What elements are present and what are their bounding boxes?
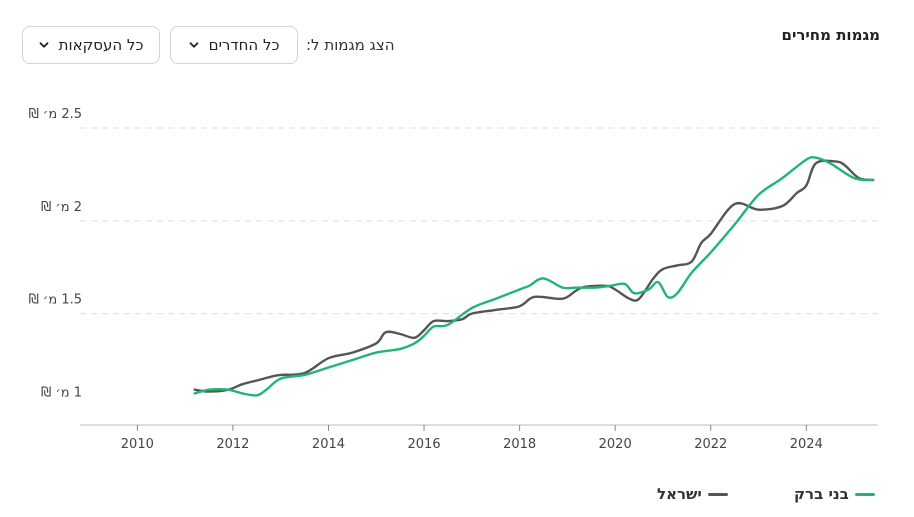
y-tick-label: 2 מ׳ ₪ [41, 200, 82, 215]
legend-item-bnei-brak: בני ברק [794, 484, 875, 504]
page-title: מגמות מחירים [781, 26, 881, 44]
rooms-dropdown-label: כל החדרים [208, 36, 280, 54]
chevron-down-icon [39, 42, 49, 48]
x-tick-label: 2014 [312, 437, 345, 452]
price-trend-chart: 1 מ׳ ₪ 1.5 מ׳ ₪ 2 מ׳ ₪ 2.5 מ׳ ₪ 2010 2012 2014… [29, 107, 878, 452]
x-tick-label: 2022 [694, 437, 727, 452]
x-tick-label: 2024 [790, 437, 823, 452]
legend-swatch-israel [707, 492, 728, 496]
series-line-bnei-brak [193, 155, 875, 397]
x-tick-label: 2018 [503, 437, 536, 452]
y-tick-label: 1 מ׳ ₪ [41, 385, 82, 400]
x-tick-label: 2010 [121, 437, 154, 452]
legend-swatch-bnei-brak [854, 492, 875, 496]
legend-label-israel: ישראל [657, 485, 702, 503]
x-tick-label: 2020 [599, 437, 632, 452]
x-tick-label: 2012 [216, 437, 249, 452]
series-line-israel [193, 159, 875, 393]
x-tick-label: 2016 [408, 437, 441, 452]
deals-dropdown[interactable]: כל העסקאות [22, 26, 160, 64]
chevron-down-icon [189, 42, 199, 48]
y-tick-label: 1.5 מ׳ ₪ [29, 293, 82, 308]
rooms-dropdown[interactable]: כל החדרים [170, 26, 298, 64]
legend-label-bnei-brak: בני ברק [794, 485, 849, 503]
y-tick-label: 2.5 מ׳ ₪ [29, 107, 82, 122]
show-trends-label: הצג מגמות ל: [306, 36, 395, 54]
legend-item-israel: ישראל [657, 484, 728, 504]
deals-dropdown-label: כל העסקאות [58, 36, 144, 54]
